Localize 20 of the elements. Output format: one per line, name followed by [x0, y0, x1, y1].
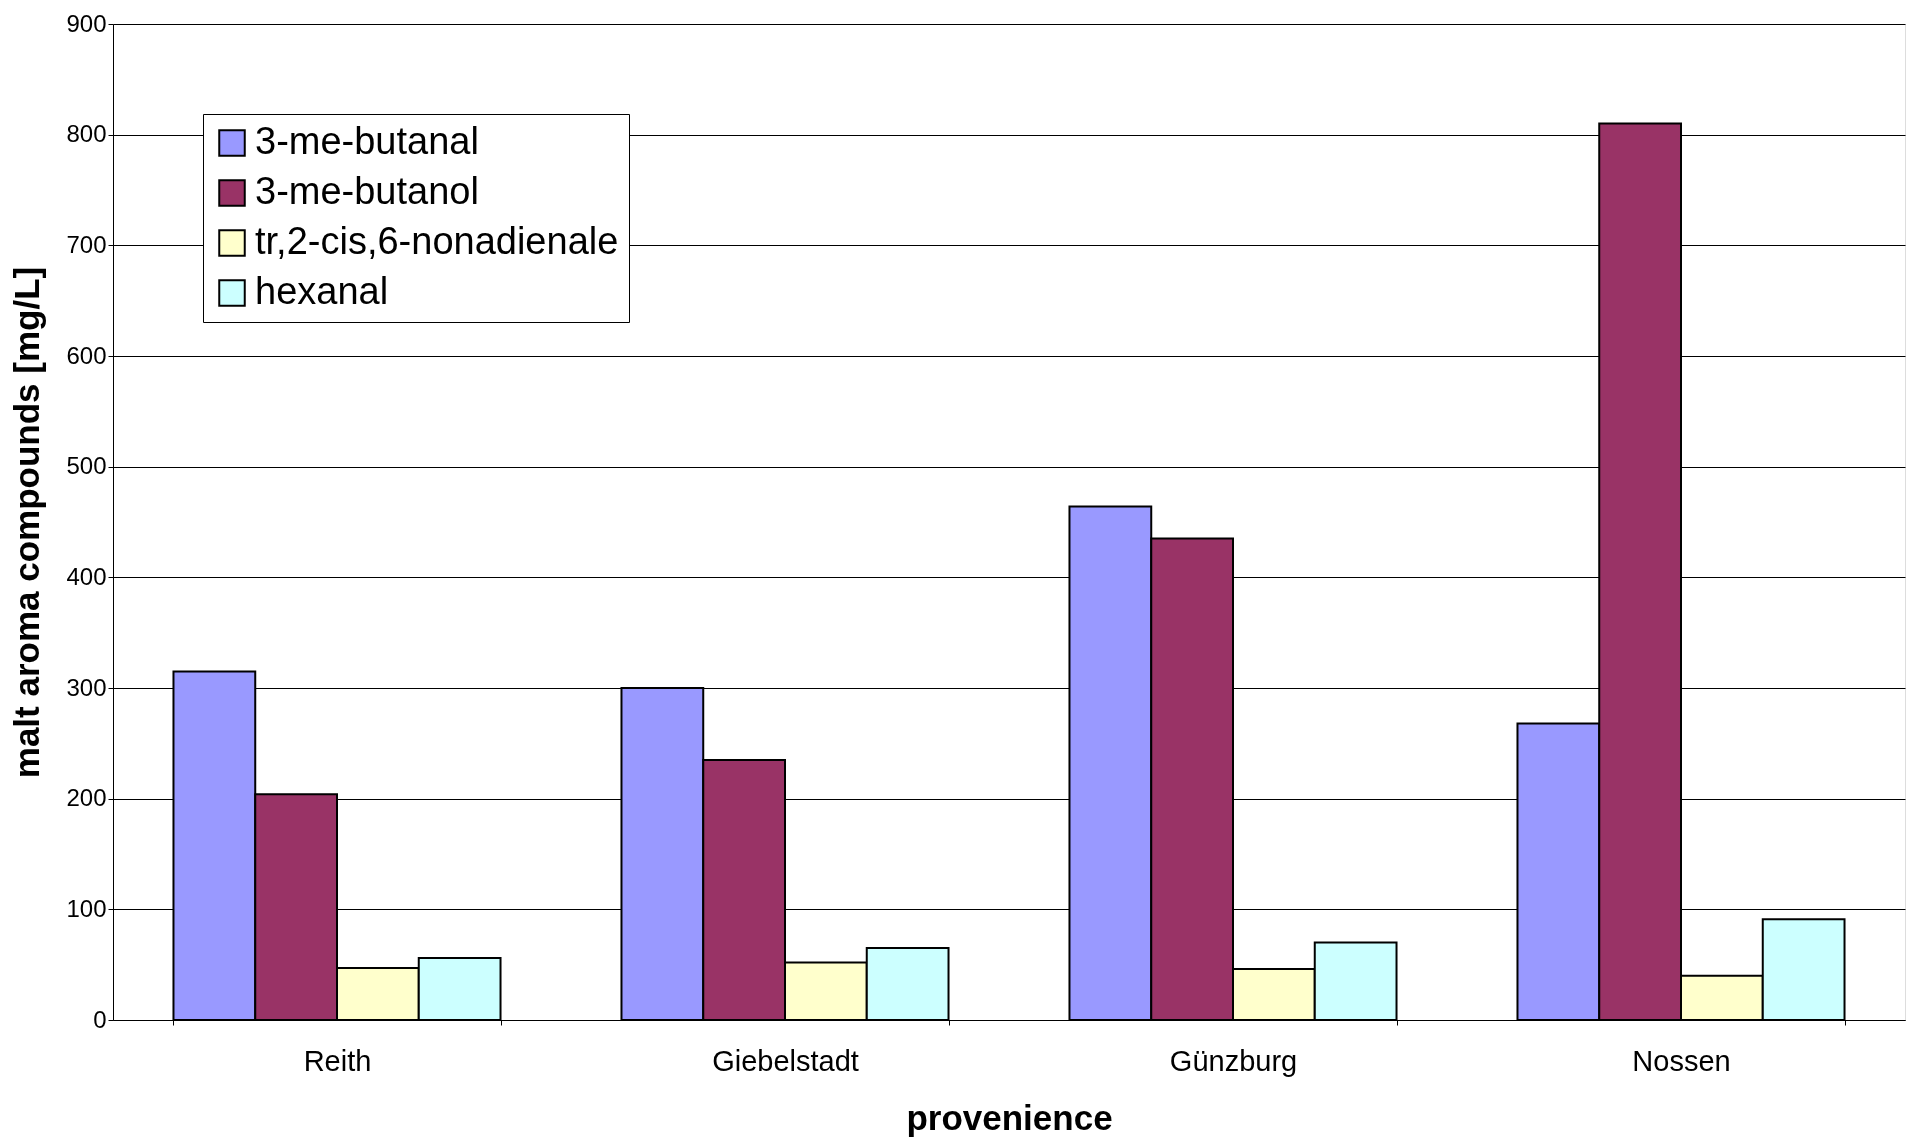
y-tick-label: 400 — [66, 562, 107, 590]
legend-label: hexanal — [255, 270, 389, 312]
y-tick-label: 500 — [66, 452, 107, 480]
y-tick-label: 700 — [66, 230, 107, 258]
legend-label: 3-me-butanol — [255, 170, 479, 212]
y-tick-label: 600 — [66, 341, 107, 369]
y-tick-label: 900 — [66, 9, 107, 37]
y-tick-label: 800 — [66, 120, 107, 148]
x-tick-label: Günzburg — [1169, 1044, 1298, 1077]
y-axis-title: malt aroma compounds [mg/L] — [7, 266, 47, 779]
x-tick-label: Reith — [303, 1044, 372, 1077]
x-axis-title: provenience — [906, 1097, 1113, 1137]
legend-label: 3-me-butanal — [255, 120, 479, 162]
legend-label: tr,2-cis,6-nonadienale — [255, 220, 619, 262]
y-tick-label: 0 — [93, 1005, 107, 1033]
y-tick-label: 300 — [66, 673, 107, 701]
x-tick-label: Nossen — [1632, 1044, 1731, 1077]
y-tick-label: 200 — [66, 784, 107, 812]
x-tick-label: Giebelstadt — [712, 1044, 859, 1077]
y-tick-label: 100 — [66, 894, 107, 922]
